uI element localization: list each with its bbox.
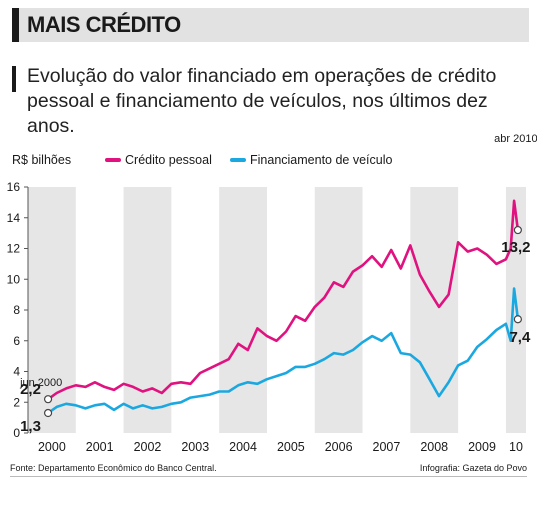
year-band-2000: [28, 187, 76, 433]
x-tick-label-2007: 2007: [373, 440, 401, 454]
x-tick-label-2000: 2000: [38, 440, 66, 454]
annotation-jun-2000: jun 2000: [19, 377, 62, 389]
annotation-abr-2010: abr 2010: [494, 133, 537, 145]
legend-item-financiamento-veiculo: Financiamento de veículo: [230, 153, 392, 167]
annotation-value-2-2: 2,2: [20, 381, 41, 398]
title-bar: [12, 8, 529, 42]
annotation-value-7-4: 7,4: [509, 329, 531, 346]
x-tick-label-2004: 2004: [229, 440, 257, 454]
x-tick-label-2005: 2005: [277, 440, 305, 454]
y-axis-unit-label: R$ bilhões: [12, 153, 72, 167]
year-band-2004: [219, 187, 267, 433]
y-tick-label-16: 16: [7, 180, 21, 194]
infographic-credit: Infografia: Gazeta do Povo: [419, 463, 527, 473]
title-accent-bar: [12, 8, 19, 42]
legend-swatch-financiamento-veiculo: [230, 158, 246, 162]
x-tick-label-2008: 2008: [420, 440, 448, 454]
annotation-value-13-2: 13,2: [501, 239, 530, 256]
chart-subtitle: Evolução do valor financiado em operaçõe…: [27, 65, 497, 137]
year-band-2002: [123, 187, 172, 433]
series-line-0: [46, 199, 520, 401]
series-line-1: [46, 287, 520, 415]
y-tick-label-8: 8: [13, 303, 20, 317]
legend-label-credito-pessoal: Crédito pessoal: [125, 153, 212, 167]
y-tick-label-14: 14: [7, 211, 21, 225]
end-marker-1: [513, 315, 522, 324]
year-band-2008: [410, 187, 459, 433]
x-tick-label-2003: 2003: [181, 440, 209, 454]
y-tick-label-6: 6: [13, 334, 20, 348]
annotation-value-1-3: 1,3: [20, 418, 41, 435]
x-tick-label-2001: 2001: [86, 440, 114, 454]
year-band-2006: [314, 187, 363, 433]
page-title: MAIS CRÉDITO: [27, 12, 181, 37]
legend-item-credito-pessoal: Crédito pessoal: [105, 153, 212, 167]
x-tick-label-10: 10: [509, 440, 523, 454]
y-tick-label-0: 0: [13, 426, 20, 440]
x-tick-label-2002: 2002: [134, 440, 162, 454]
start-marker-1: [43, 408, 53, 418]
footer-divider: [10, 476, 527, 477]
x-tick-label-2006: 2006: [325, 440, 353, 454]
start-marker-0: [43, 395, 53, 404]
subtitle-accent-bar: [12, 66, 16, 92]
source-note: Fonte: Departamento Econômico do Banco C…: [10, 463, 217, 473]
legend-label-financiamento-veiculo: Financiamento de veículo: [250, 153, 393, 167]
y-tick-label-12: 12: [7, 242, 21, 256]
y-tick-label-10: 10: [7, 272, 21, 286]
y-tick-label-2: 2: [13, 395, 20, 409]
x-tick-label-2009: 2009: [468, 440, 496, 454]
y-tick-label-4: 4: [13, 365, 20, 379]
legend-swatch-credito-pessoal: [105, 158, 121, 162]
end-marker-0: [513, 225, 522, 235]
